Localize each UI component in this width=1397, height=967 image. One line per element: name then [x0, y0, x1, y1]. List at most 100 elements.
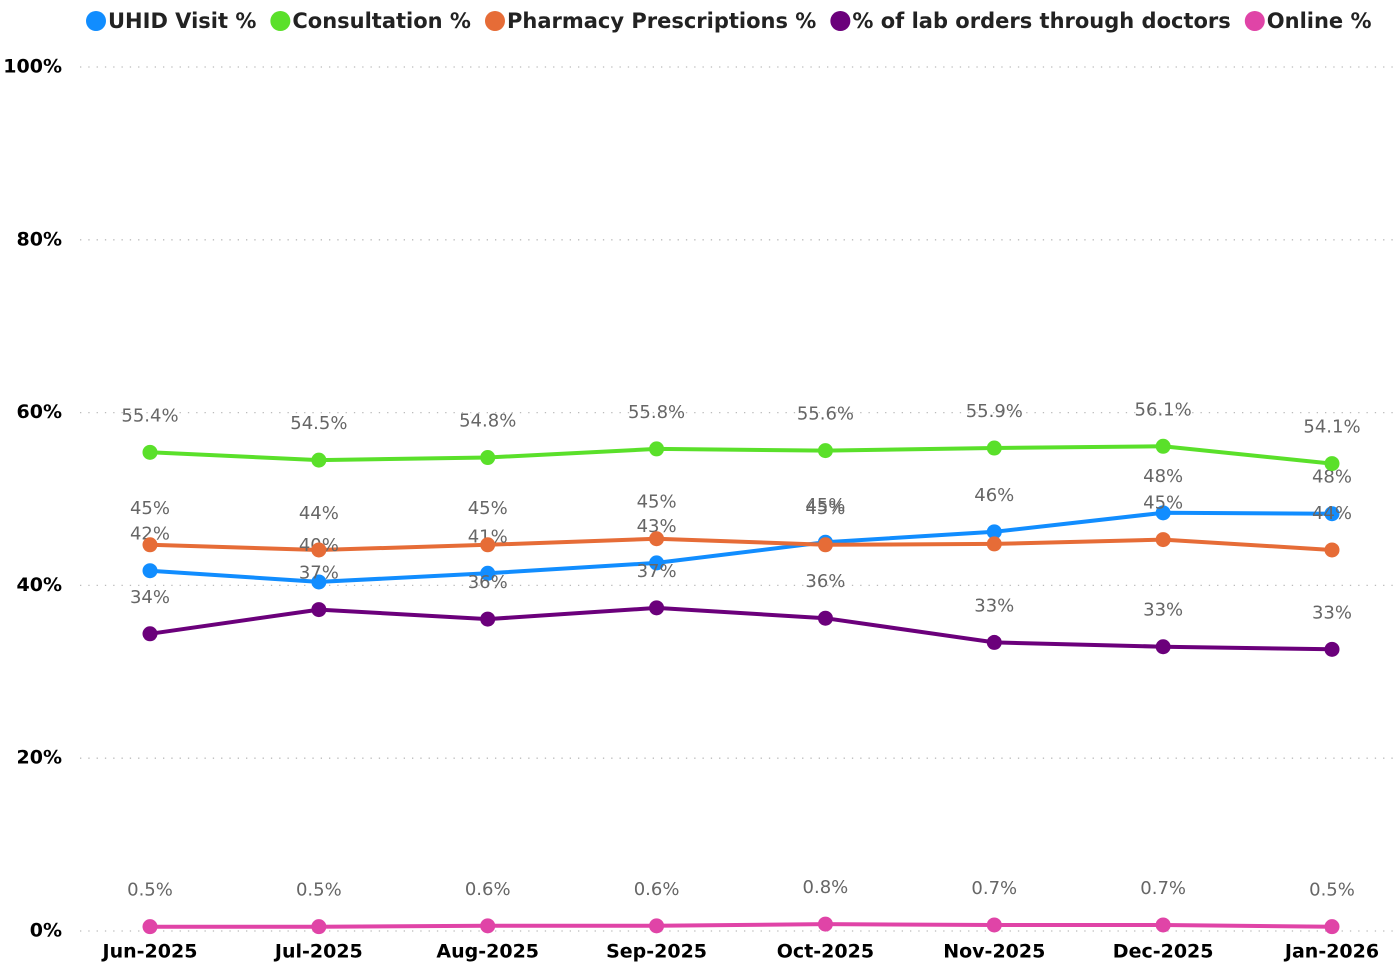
data-point: [1155, 639, 1171, 655]
legend-marker: [86, 11, 106, 31]
data-label: 55.6%: [797, 404, 854, 425]
data-label: 54.8%: [459, 411, 516, 432]
data-point: [480, 918, 496, 934]
data-label: 36%: [468, 572, 508, 593]
data-label: 48%: [1312, 467, 1352, 488]
data-point: [817, 537, 833, 553]
data-point: [142, 563, 158, 579]
series-line: [149, 605, 1333, 652]
data-point: [142, 626, 158, 642]
data-point: [817, 916, 833, 932]
data-point: [649, 918, 665, 934]
data-point: [142, 919, 158, 935]
data-point: [1155, 505, 1171, 521]
y-tick-label: 80%: [17, 228, 62, 250]
data-point: [480, 565, 496, 581]
data-point: [311, 452, 327, 468]
data-label: 36%: [805, 571, 845, 592]
series-line: [150, 922, 1333, 929]
data-label: 37%: [299, 563, 339, 584]
legend-label: Consultation %: [292, 9, 471, 33]
x-tick-label: Jun-2025: [101, 941, 198, 963]
data-label: 54.5%: [290, 413, 347, 434]
data-point: [311, 574, 327, 590]
legend-label: Pharmacy Prescriptions %: [507, 9, 816, 33]
data-label: 45%: [805, 495, 845, 516]
x-tick-label: Nov-2025: [943, 941, 1045, 963]
data-point: [311, 602, 327, 618]
data-label: 0.5%: [296, 880, 342, 901]
series-line: [149, 536, 1333, 552]
legend-item: Pharmacy Prescriptions %: [484, 9, 816, 33]
data-point: [649, 531, 665, 547]
legend-marker: [830, 11, 851, 31]
x-tick-label: Jul-2025: [273, 941, 363, 963]
data-label: 33%: [974, 595, 1014, 616]
data-point: [142, 444, 158, 460]
data-label: 45%: [805, 498, 845, 519]
y-tick-label: 0%: [30, 920, 62, 942]
legend-marker: [1244, 11, 1265, 31]
data-point: [480, 611, 496, 627]
data-label: 0.7%: [971, 878, 1017, 899]
data-label: 33%: [1312, 602, 1352, 623]
y-tick-label: 40%: [17, 574, 62, 596]
data-point: [1155, 532, 1171, 548]
legend-label: % of lab orders through doctors: [852, 9, 1230, 33]
data-label: 43%: [637, 516, 677, 537]
data-label: 46%: [974, 485, 1014, 506]
x-tick-label: Oct-2025: [777, 941, 874, 963]
y-tick-label: 60%: [17, 401, 62, 423]
data-label: 55.9%: [966, 401, 1023, 422]
data-label: 0.5%: [1309, 880, 1355, 901]
legend-marker: [484, 11, 505, 31]
data-label: 42%: [130, 524, 170, 545]
data-label: 56.1%: [1135, 399, 1192, 420]
data-label: 0.6%: [465, 879, 511, 900]
x-tick-label: Sep-2025: [606, 941, 707, 963]
data-label: 55.4%: [121, 405, 178, 426]
data-point: [1155, 917, 1171, 933]
data-point: [649, 441, 665, 457]
legend-item: Online %: [1244, 9, 1372, 33]
data-label: 0.5%: [127, 880, 173, 901]
data-point: [986, 634, 1002, 650]
x-tick-label: Dec-2025: [1113, 941, 1214, 963]
data-label: 0.7%: [1140, 878, 1186, 899]
y-tick-label: 100%: [3, 56, 62, 78]
data-point: [480, 450, 496, 466]
data-point: [1155, 438, 1171, 454]
data-label: 45%: [637, 492, 677, 513]
data-point: [986, 917, 1002, 933]
data-label: 44%: [1312, 503, 1352, 524]
data-point: [1324, 641, 1340, 657]
data-point: [1324, 506, 1340, 522]
data-point: [986, 440, 1002, 456]
y-tick-label: 20%: [17, 747, 62, 769]
data-label: 45%: [468, 498, 508, 519]
data-point: [142, 537, 158, 553]
data-label: 0.6%: [634, 879, 680, 900]
legend-item: Consultation %: [270, 9, 471, 33]
data-point: [311, 542, 327, 558]
data-point: [649, 600, 665, 616]
data-point: [480, 537, 496, 553]
data-point: [986, 524, 1002, 540]
data-label: 37%: [637, 561, 677, 582]
data-point: [1324, 456, 1340, 472]
data-label: 45%: [1143, 493, 1183, 514]
data-point: [1324, 919, 1340, 935]
x-tick-label: Aug-2025: [436, 941, 539, 963]
legend-item: % of lab orders through doctors: [830, 9, 1231, 33]
x-tick-label: Jan-2026: [1283, 941, 1379, 963]
series-line: [149, 444, 1333, 466]
data-label: 44%: [299, 503, 339, 524]
legend-item: UHID Visit %: [86, 9, 256, 33]
data-label: 41%: [468, 526, 508, 547]
data-label: 55.8%: [628, 402, 685, 423]
data-point: [311, 919, 327, 935]
legend-label: Online %: [1267, 9, 1372, 33]
series-line: [149, 510, 1333, 584]
legend-label: UHID Visit %: [108, 9, 256, 33]
